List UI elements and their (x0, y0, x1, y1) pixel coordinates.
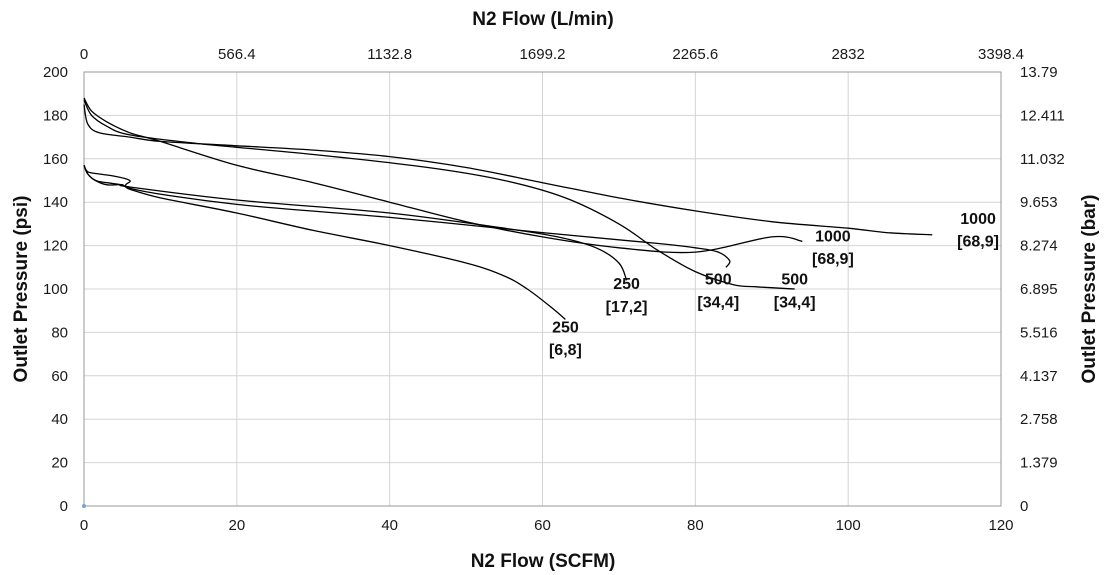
curve-label: 500 (705, 272, 732, 289)
y2-tick-label: 11.032 (1020, 151, 1065, 168)
bottom-x-axis-title: N2 Flow (SCFM) (471, 551, 616, 572)
y2-tick-label: 5.516 (1020, 324, 1058, 341)
y2-tick-label: 1.379 (1020, 455, 1058, 472)
curve-labels: 250 [6,8] 250 [17,2] 500 [34,4] 500 [34,4] 1000 [… (549, 211, 999, 359)
y-tick-label: 0 (60, 498, 68, 515)
x-tick-label: 40 (381, 517, 398, 534)
curve-label: 1000 (960, 211, 996, 228)
x-tick-label: 0 (80, 517, 88, 534)
y2-tick-label: 0 (1020, 498, 1028, 515)
pressure-curves (82, 97, 933, 508)
x-tick-label: 100 (836, 517, 861, 534)
y2-tick-label: 12.411 (1020, 107, 1065, 124)
x2-tick-label: 2832 (831, 46, 864, 63)
y-tick-label: 120 (43, 238, 68, 255)
y2-tick-label: 6.895 (1020, 281, 1058, 298)
x2-tick-label: 566.4 (218, 46, 256, 63)
pressure-curve (83, 97, 803, 254)
x2-tick-label: 3398.4 (978, 46, 1024, 63)
curve-label: 250 (613, 276, 640, 293)
y2-tick-label: 8.274 (1020, 238, 1058, 255)
curve-label: [68,9] (812, 251, 854, 268)
grid-lines (83, 71, 1002, 507)
curve-label: [17,2] (606, 299, 648, 316)
curve-label: 1000 (815, 228, 851, 245)
origin-marker (82, 504, 86, 508)
x-tick-label: 60 (534, 517, 551, 534)
left-y-axis-title: Outlet Pressure (psi) (11, 196, 32, 383)
curve-label: 250 (552, 319, 579, 336)
y2-tick-label: 4.137 (1020, 368, 1058, 385)
plot-frame (83, 71, 1002, 507)
curve-label: [34,4] (774, 294, 816, 311)
curve-label: [34,4] (697, 294, 739, 311)
curve-label: [68,9] (957, 234, 999, 251)
y-tick-label: 20 (51, 455, 68, 472)
x2-tick-label: 0 (80, 46, 88, 63)
x2-tick-label: 2265.6 (672, 46, 718, 63)
y2-tick-label: 9.653 (1020, 194, 1058, 211)
y-tick-label: 140 (43, 194, 68, 211)
top-x-axis-title: N2 Flow (L/min) (472, 9, 613, 30)
pressure-curve (83, 165, 628, 281)
pressure-curve (83, 164, 731, 268)
y-tick-label: 40 (51, 411, 68, 428)
pressure-curve (83, 165, 566, 320)
curve-label: [6,8] (549, 342, 582, 359)
x2-tick-label: 1699.2 (520, 46, 566, 63)
tick-labels: 0020566.4401132.8601699.2802265.61002832… (43, 46, 1065, 534)
y2-tick-label: 13.79 (1020, 64, 1058, 81)
x2-tick-label: 1132.8 (367, 46, 412, 63)
x-tick-label: 120 (988, 517, 1013, 534)
curve-label: 500 (781, 272, 808, 289)
x-tick-label: 80 (687, 517, 704, 534)
x-tick-label: 20 (228, 517, 245, 534)
y-tick-label: 60 (51, 368, 68, 385)
y-tick-label: 180 (43, 107, 68, 124)
pressure-curve (83, 99, 795, 290)
y-tick-label: 200 (43, 64, 68, 81)
y-tick-label: 100 (43, 281, 68, 298)
y-tick-label: 80 (51, 324, 68, 341)
pressure-curve (83, 104, 933, 236)
right-y-axis-title: Outlet Pressure (bar) (1079, 195, 1100, 384)
y-tick-label: 160 (43, 151, 68, 168)
y2-tick-label: 2.758 (1020, 411, 1058, 428)
